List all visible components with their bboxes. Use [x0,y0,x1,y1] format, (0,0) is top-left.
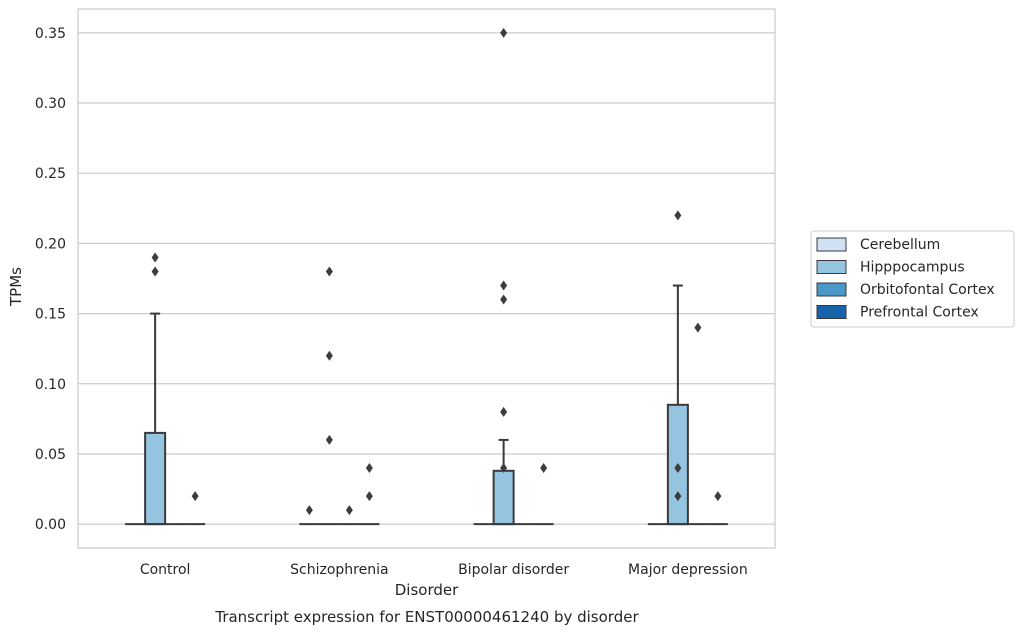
legend-item: Cerebellum [816,237,940,253]
plot-frame [77,8,776,549]
outliers [151,27,722,516]
chart-title: Transcript expression for ENST0000046124… [214,608,639,626]
x-tick-label: Control [140,562,191,578]
legend-swatch [816,305,847,319]
legend-swatch [816,282,847,297]
outlier-point [325,350,333,361]
outlier-point [694,322,702,333]
outlier-point [365,491,373,502]
outlier-point [325,434,333,445]
y-tick-labels: 0.00 0.05 0.10 0.15 0.20 0.25 0.30 0.35 [35,26,66,533]
outlier-point [305,505,313,516]
outlier-point [714,491,722,502]
y-tick-label: 0.20 [35,236,66,252]
y-tick-label: 0.00 [35,517,66,533]
box [144,312,167,526]
outlier-point [674,210,682,221]
outlier-point [500,406,508,417]
x-tick-labels: Control Schizophrenia Bipolar disorder Majo… [140,562,748,578]
legend: Cerebellum Hipppocampus Orbitofontal Corte… [810,230,1015,328]
boxes [125,284,728,526]
y-tick-label: 0.25 [35,166,66,182]
y-tick-label: 0.30 [35,96,66,112]
outlier-point [191,491,199,502]
outlier-point [151,252,159,263]
y-tick-label: 0.35 [35,26,66,42]
y-axis-label: TPMs [7,267,25,307]
outlier-point [500,280,508,291]
x-axis-label: Disorder [395,581,459,599]
box-body [492,469,515,526]
x-tick-label: Major depression [628,562,748,578]
outlier-point [674,462,682,473]
outlier-point [151,266,159,277]
outlier-point [500,294,508,305]
grid-lines [78,32,775,525]
legend-swatch [816,260,847,274]
legend-frame [810,230,1015,328]
legend-item: Prefrontal Cortex [816,305,979,321]
outlier-point [540,462,548,473]
x-tick-label: Bipolar disorder [458,562,569,578]
x-tick-label: Schizophrenia [290,562,388,578]
legend-label: Hipppocampus [860,260,965,276]
box-body [144,431,167,526]
box [492,438,515,526]
legend-item: Orbitofontal Cortex [816,282,995,298]
box [666,284,689,526]
outlier-point [365,462,373,473]
legend-item: Hipppocampus [816,260,965,276]
legend-label: Cerebellum [860,237,940,253]
outlier-point [500,27,508,38]
outlier-point [500,462,508,473]
y-tick-label: 0.10 [35,377,66,393]
legend-label: Prefrontal Cortex [860,305,979,321]
y-tick-label: 0.05 [35,447,66,463]
outlier-point [345,505,353,516]
y-tick-label: 0.15 [35,307,66,323]
outlier-point [325,266,333,277]
legend-label: Orbitofontal Cortex [860,282,995,298]
legend-swatch [816,237,847,252]
outlier-point [674,491,682,502]
